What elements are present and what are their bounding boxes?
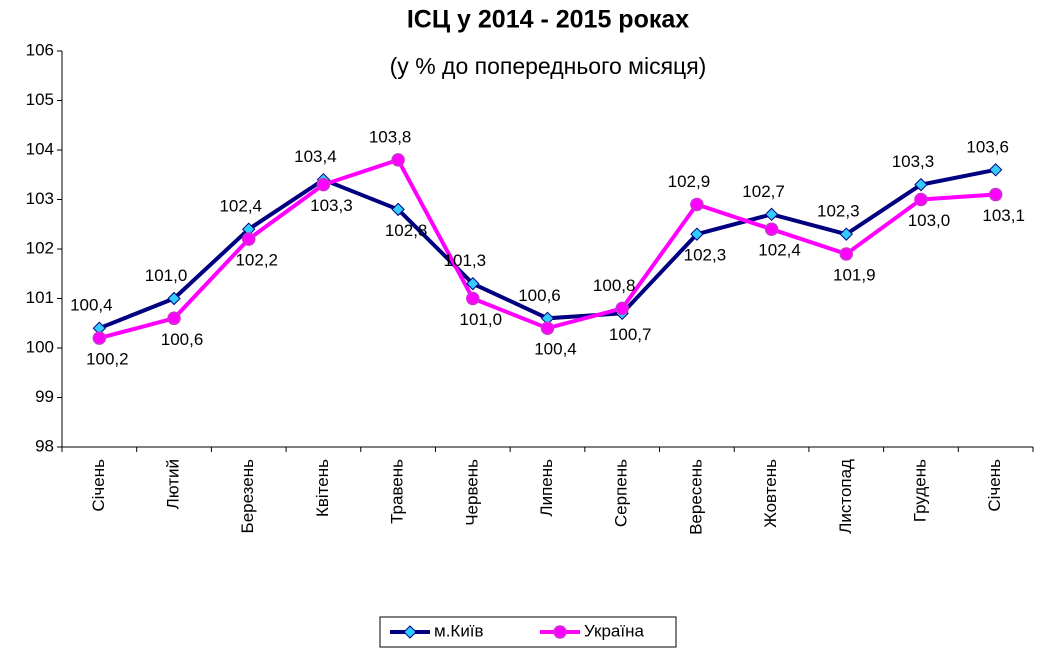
y-tick-label: 103	[26, 189, 54, 208]
data-label: 103,3	[310, 196, 353, 215]
data-point	[988, 187, 1003, 202]
x-tick-label: Травень	[388, 459, 407, 524]
data-label: 100,6	[161, 330, 204, 349]
data-point	[988, 163, 1003, 177]
x-tick-label: Березень	[238, 459, 257, 534]
x-tick-label: Січень	[89, 459, 108, 512]
legend-label: Україна	[584, 621, 644, 640]
chart-title: ІСЦ у 2014 - 2015 роках	[407, 6, 689, 34]
data-label: 102,4	[219, 197, 262, 216]
data-label: 100,4	[534, 340, 577, 359]
data-label: 103,0	[908, 211, 951, 230]
data-label: 100,8	[593, 276, 636, 295]
y-tick-label: 99	[35, 387, 54, 406]
data-point	[92, 331, 107, 345]
data-label: 103,6	[966, 137, 1009, 156]
data-point	[615, 301, 629, 316]
data-point	[540, 321, 555, 335]
data-point	[839, 227, 853, 241]
x-tick-label: Серпень	[612, 459, 631, 527]
x-tick-label: Лютий	[164, 459, 183, 509]
y-tick-label: 98	[35, 436, 54, 455]
data-label: 102,9	[668, 172, 711, 191]
data-point	[391, 202, 405, 217]
data-label: 100,2	[86, 350, 129, 369]
x-tick-label: Грудень	[910, 459, 929, 522]
data-label: 100,6	[518, 286, 561, 305]
data-label: 103,4	[294, 147, 337, 166]
x-tick-label: Липень	[537, 459, 556, 517]
series-line	[98, 157, 996, 341]
y-tick-label: 106	[26, 40, 54, 59]
chart-subtitle: (у % до попереднього місяця)	[390, 53, 707, 79]
x-tick-label: Квітень	[313, 459, 332, 517]
x-tick-label: Січень	[985, 459, 1004, 512]
legend-label: м.Київ	[434, 621, 484, 640]
data-point	[466, 276, 480, 291]
data-label: 103,3	[892, 152, 935, 171]
data-point	[690, 197, 704, 212]
data-label: 100,4	[70, 296, 113, 315]
data-label: 100,7	[609, 325, 652, 344]
data-label: 102,3	[684, 246, 727, 265]
data-point	[403, 625, 417, 639]
y-tick-label: 105	[26, 90, 54, 109]
data-point	[167, 311, 181, 326]
data-point	[553, 625, 567, 639]
data-label: 101,0	[460, 310, 503, 329]
data-point	[764, 222, 779, 236]
data-point	[241, 232, 256, 246]
y-tick-label: 101	[26, 288, 54, 307]
data-point	[316, 177, 331, 192]
data-label: 103,1	[982, 206, 1025, 225]
data-point	[690, 227, 704, 241]
data-point	[839, 247, 854, 261]
data-point	[914, 177, 928, 192]
data-label: 103,8	[369, 127, 412, 146]
data-label: 102,3	[817, 202, 860, 221]
y-tick-label: 102	[26, 238, 54, 257]
data-label: 102,2	[235, 251, 278, 270]
data-point	[391, 153, 405, 167]
data-label: 101,0	[145, 266, 188, 285]
data-label: 102,4	[758, 241, 801, 260]
y-tick-label: 100	[26, 337, 54, 356]
data-point	[167, 291, 181, 306]
x-tick-label: Вересень	[686, 459, 705, 535]
x-tick-label: Жовтень	[761, 459, 780, 528]
data-label: 102,8	[385, 221, 428, 240]
y-tick-label: 104	[26, 139, 54, 158]
data-point	[764, 207, 779, 222]
data-label: 101,9	[833, 265, 876, 284]
data-label: 101,3	[444, 251, 487, 270]
data-point	[914, 192, 928, 207]
x-tick-label: Листопад	[836, 459, 855, 534]
data-label: 102,7	[742, 182, 785, 201]
data-point	[466, 291, 480, 306]
x-tick-label: Червень	[462, 459, 481, 526]
